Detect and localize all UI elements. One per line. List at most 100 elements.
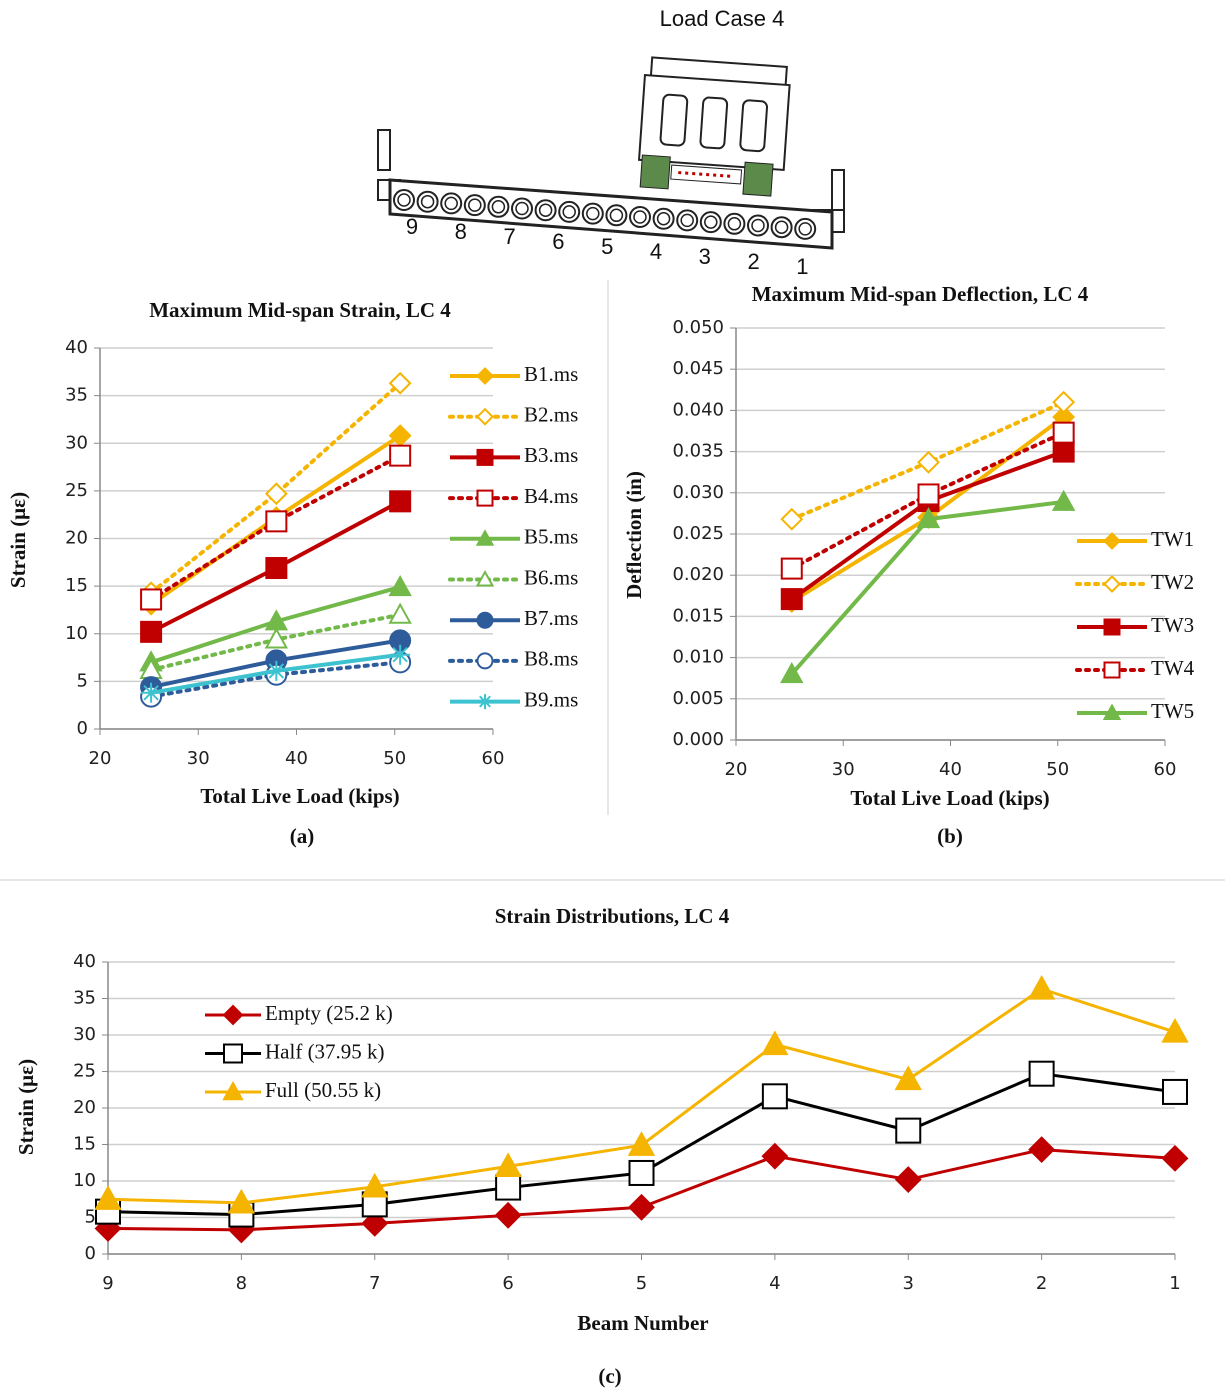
chart-title: Maximum Mid-span Strain, LC 4 bbox=[149, 298, 451, 322]
marker bbox=[390, 446, 410, 466]
x-tick-label: 4 bbox=[769, 1273, 780, 1294]
marker bbox=[630, 1195, 654, 1219]
marker bbox=[266, 661, 286, 681]
beam-circle bbox=[563, 206, 575, 218]
beam-circle bbox=[776, 221, 788, 233]
marker bbox=[1030, 977, 1054, 999]
marker bbox=[896, 1168, 920, 1192]
x-tick-label: 2 bbox=[1036, 1273, 1047, 1294]
x-tick-label: 40 bbox=[939, 759, 962, 780]
legend-label: B2.ms bbox=[524, 403, 578, 427]
y-axis-label: Deflection (in) bbox=[622, 471, 646, 599]
y-tick-label: 25 bbox=[65, 480, 88, 501]
legend-label: B5.ms bbox=[524, 525, 578, 549]
legend-label: B9.ms bbox=[524, 687, 578, 711]
x-tick-label: 30 bbox=[187, 748, 210, 769]
x-tick-label: 1 bbox=[1169, 1273, 1180, 1294]
beam-label: 9 bbox=[406, 214, 418, 239]
legend-label: Half (37.95 k) bbox=[265, 1039, 385, 1063]
y-tick-label: 40 bbox=[73, 951, 96, 972]
caption: (a) bbox=[290, 824, 315, 848]
diagram-title: Load Case 4 bbox=[660, 6, 785, 31]
x-tick-label: 50 bbox=[1046, 759, 1069, 780]
legend-marker bbox=[478, 613, 493, 628]
legend-label: TW5 bbox=[1151, 699, 1194, 723]
beam-circle bbox=[587, 208, 599, 220]
caption: (b) bbox=[937, 824, 963, 848]
legend-label: B8.ms bbox=[524, 647, 578, 671]
y-tick-label: 5 bbox=[77, 670, 88, 691]
y-tick-label: 15 bbox=[65, 575, 88, 596]
marker bbox=[782, 509, 802, 529]
beam-circle bbox=[658, 213, 670, 225]
beam-circle bbox=[516, 203, 528, 215]
legend-marker bbox=[224, 1006, 242, 1024]
legend-marker bbox=[1105, 534, 1120, 549]
x-axis-label: Total Live Load (kips) bbox=[200, 784, 399, 808]
beam-label: 3 bbox=[699, 244, 711, 269]
marker bbox=[390, 491, 410, 511]
marker bbox=[763, 1144, 787, 1168]
x-tick-label: 20 bbox=[89, 748, 112, 769]
beam-circle bbox=[728, 218, 740, 230]
marker bbox=[266, 558, 286, 578]
truck bbox=[637, 57, 791, 197]
marker bbox=[390, 645, 410, 665]
legend-marker bbox=[478, 694, 493, 709]
marker bbox=[141, 589, 161, 609]
x-tick-label: 20 bbox=[725, 759, 748, 780]
legend-label: B4.ms bbox=[524, 484, 578, 508]
marker bbox=[782, 589, 802, 609]
x-tick-label: 50 bbox=[383, 748, 406, 769]
legend-label: TW3 bbox=[1151, 613, 1194, 637]
marker bbox=[1163, 1080, 1187, 1104]
y-tick-label: 10 bbox=[65, 623, 88, 644]
y-tick-label: 20 bbox=[73, 1097, 96, 1118]
caption: (c) bbox=[598, 1364, 621, 1388]
y-tick-label: 0.045 bbox=[672, 358, 724, 379]
beam-label: 2 bbox=[747, 249, 759, 274]
y-tick-label: 15 bbox=[73, 1134, 96, 1155]
y-tick-label: 0.050 bbox=[672, 317, 724, 338]
beam-label: 5 bbox=[601, 234, 613, 259]
x-tick-label: 60 bbox=[1154, 759, 1177, 780]
marker bbox=[141, 622, 161, 642]
legend-marker bbox=[1105, 663, 1120, 678]
legend-marker bbox=[478, 369, 493, 384]
x-tick-label: 40 bbox=[285, 748, 308, 769]
y-tick-label: 35 bbox=[65, 385, 88, 406]
marker bbox=[919, 484, 939, 504]
y-tick-label: 0.015 bbox=[672, 605, 724, 626]
y-tick-label: 0.030 bbox=[672, 482, 724, 503]
x-axis-label: Total Live Load (kips) bbox=[850, 786, 1049, 810]
chart-title: Maximum Mid-span Deflection, LC 4 bbox=[752, 282, 1089, 306]
x-tick-label: 30 bbox=[832, 759, 855, 780]
figure: Load Case 4 9 8 7 6 5 4 3 2 1 Maximum Mid-span St… bbox=[0, 0, 1225, 1392]
marker bbox=[782, 559, 802, 579]
marker bbox=[1163, 1146, 1187, 1170]
beam-circle bbox=[681, 214, 693, 226]
legend-marker bbox=[478, 409, 493, 424]
y-axis-label: Strain (με) bbox=[14, 1059, 38, 1155]
x-axis-label: Beam Number bbox=[577, 1311, 708, 1335]
marker bbox=[630, 1161, 654, 1185]
legend-label: B3.ms bbox=[524, 443, 578, 467]
legend-label: B1.ms bbox=[524, 362, 578, 386]
legend-label: TW1 bbox=[1151, 527, 1194, 551]
y-tick-label: 0.025 bbox=[672, 523, 724, 544]
beam-circle bbox=[705, 216, 717, 228]
y-tick-label: 0.040 bbox=[672, 399, 724, 420]
x-tick-label: 60 bbox=[482, 748, 505, 769]
beam-label: 8 bbox=[455, 219, 467, 244]
y-tick-label: 0 bbox=[77, 718, 88, 739]
marker bbox=[919, 452, 939, 472]
beam-circle bbox=[610, 209, 622, 221]
x-tick-label: 7 bbox=[369, 1273, 380, 1294]
legend-marker bbox=[478, 491, 493, 506]
y-axis-label: Strain (με) bbox=[6, 492, 30, 588]
x-tick-label: 6 bbox=[502, 1273, 513, 1294]
legend-label: B6.ms bbox=[524, 565, 578, 589]
legend-marker bbox=[478, 450, 493, 465]
legend-label: Empty (25.2 k) bbox=[265, 1001, 393, 1025]
legend-marker bbox=[1105, 620, 1120, 635]
